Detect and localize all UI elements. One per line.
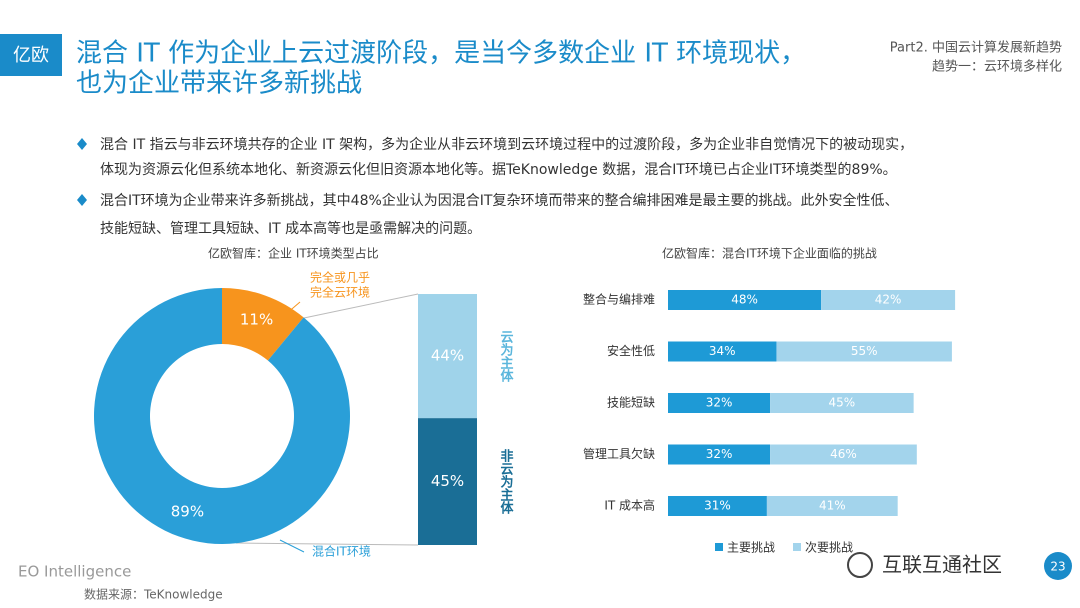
category-label: 完全或几乎完全云环境 — [310, 269, 370, 299]
bullet-marker — [77, 138, 87, 150]
bar — [668, 290, 822, 310]
bar — [770, 444, 917, 465]
value-label: 48% — [731, 293, 758, 307]
category-label: 整合与编排难 — [583, 292, 655, 307]
category-label: 安全性低 — [607, 343, 655, 358]
watermark: 互联互通社区 — [882, 553, 1002, 577]
column-segment — [418, 294, 477, 419]
value-label: 41% — [819, 499, 846, 513]
bar — [821, 290, 956, 310]
bar — [668, 444, 771, 465]
section: Part2. 中国云计算发展新趋势 — [890, 40, 1062, 56]
legend-swatch — [715, 543, 723, 551]
bar — [776, 341, 952, 362]
bullet-marker — [77, 194, 87, 206]
connector — [235, 542, 419, 546]
legend-swatch — [793, 543, 801, 551]
bullet-text: 体现为资源云化但系统本地化、新资源云化但旧资源本地化等。据TeKnowledge… — [100, 161, 897, 178]
value-label: 42% — [875, 293, 902, 307]
category-label: 技能短缺 — [607, 395, 655, 410]
legend-label: 次要挑战 — [805, 541, 853, 555]
page-badge — [1044, 552, 1072, 580]
bar — [766, 496, 898, 516]
brand: EO Intelligence — [18, 563, 131, 581]
page-number: 23 — [1050, 560, 1065, 574]
watermark-icon — [847, 552, 873, 578]
source: 数据来源：TeKnowledge — [84, 587, 223, 602]
value-label: 45% — [431, 472, 464, 490]
bullet-text: 混合IT环境为企业带来许多新挑战，其中48%企业认为因混合IT复杂环境而带来的整… — [100, 192, 898, 209]
value-label: 32% — [706, 447, 733, 461]
bullet-text: 技能短缺、管理工具短缺、IT 成本高等也是亟需解决的问题。 — [100, 220, 481, 237]
title: 混合 IT 作为企业上云过渡阶段，是当今多数企业 IT 环境现状， — [76, 39, 806, 69]
category-label: IT 成本高 — [604, 498, 655, 513]
subsection: 趋势一：云环境多样化 — [932, 59, 1062, 75]
category-label: 非云为主体 — [498, 448, 514, 515]
value-label: 45% — [829, 396, 856, 410]
bar — [770, 393, 914, 413]
logo: 亿欧 — [13, 45, 49, 66]
bar — [668, 496, 767, 516]
column-segment — [418, 418, 477, 545]
chart-title: 亿欧智库：混合IT环境下企业面临的挑战 — [662, 246, 877, 261]
category-label: 混合IT环境 — [312, 544, 371, 559]
value-label: 32% — [706, 396, 733, 410]
value-label: 34% — [709, 344, 736, 358]
value-label: 11% — [240, 311, 273, 329]
chart-title: 亿欧智库：企业 IT环境类型占比 — [208, 246, 379, 261]
value-label: 55% — [851, 344, 878, 358]
title: 也为企业带来许多新挑战 — [76, 69, 362, 99]
value-label: 31% — [704, 499, 731, 513]
leader-line — [279, 539, 305, 553]
bullet-text: 混合 IT 指云与非云环境共存的企业 IT 架构，多为企业从非云环境到云环境过程… — [100, 136, 913, 153]
value-label: 44% — [431, 347, 464, 365]
legend-label: 主要挑战 — [727, 541, 775, 555]
value-label: 89% — [171, 502, 204, 520]
category-label: 云为主体 — [498, 330, 514, 383]
value-label: 46% — [830, 447, 857, 461]
pie-slice — [93, 288, 350, 545]
logo-box — [0, 34, 62, 76]
connector — [303, 293, 419, 319]
pie-slice — [222, 288, 304, 361]
category-label: 管理工具欠缺 — [583, 446, 655, 461]
bar — [668, 341, 777, 362]
bar — [668, 393, 771, 413]
